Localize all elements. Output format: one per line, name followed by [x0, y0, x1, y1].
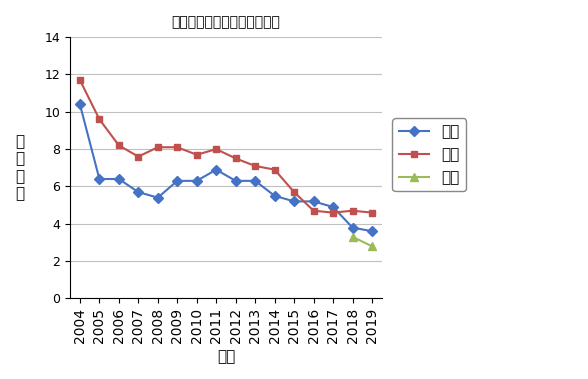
Legend: 洛北, 西京, 南陽: 洛北, 西京, 南陽 [392, 119, 466, 191]
洛北 [252, 179, 259, 183]
西京 [310, 208, 317, 213]
西京 [173, 145, 181, 150]
西京 [135, 154, 142, 159]
洛北 [173, 179, 181, 183]
西京 [96, 117, 103, 122]
西京 [232, 156, 239, 161]
洛北 [193, 179, 201, 183]
Title: 京都公立中高－貫校倍率推移: 京都公立中高－貫校倍率推移 [172, 15, 280, 29]
西京 [76, 78, 83, 82]
洛北 [232, 179, 239, 183]
西京 [252, 164, 259, 168]
西京 [115, 143, 122, 148]
西京 [213, 147, 220, 151]
洛北 [271, 194, 278, 198]
西京 [290, 190, 298, 194]
洛北 [290, 199, 298, 204]
洛北 [76, 102, 83, 106]
西京 [193, 152, 201, 157]
洛北 [349, 225, 356, 230]
洛北 [213, 168, 220, 172]
洛北 [135, 190, 142, 194]
洛北 [369, 229, 376, 233]
Line: 南陽: 南陽 [348, 233, 376, 251]
南陽 [349, 235, 356, 239]
洛北 [329, 205, 336, 209]
X-axis label: 年度: 年度 [217, 349, 235, 364]
西京 [154, 145, 161, 150]
南陽 [369, 244, 376, 249]
西京 [369, 210, 376, 215]
西京 [349, 208, 356, 213]
洛北 [96, 177, 103, 181]
Line: 洛北: 洛北 [76, 101, 376, 235]
Line: 西京: 西京 [76, 77, 376, 216]
洛北 [115, 177, 122, 181]
洛北 [154, 196, 161, 200]
西京 [329, 210, 336, 215]
西京 [271, 168, 278, 172]
洛北 [310, 199, 317, 204]
Y-axis label: 出
願
倍
率: 出 願 倍 率 [15, 134, 24, 201]
